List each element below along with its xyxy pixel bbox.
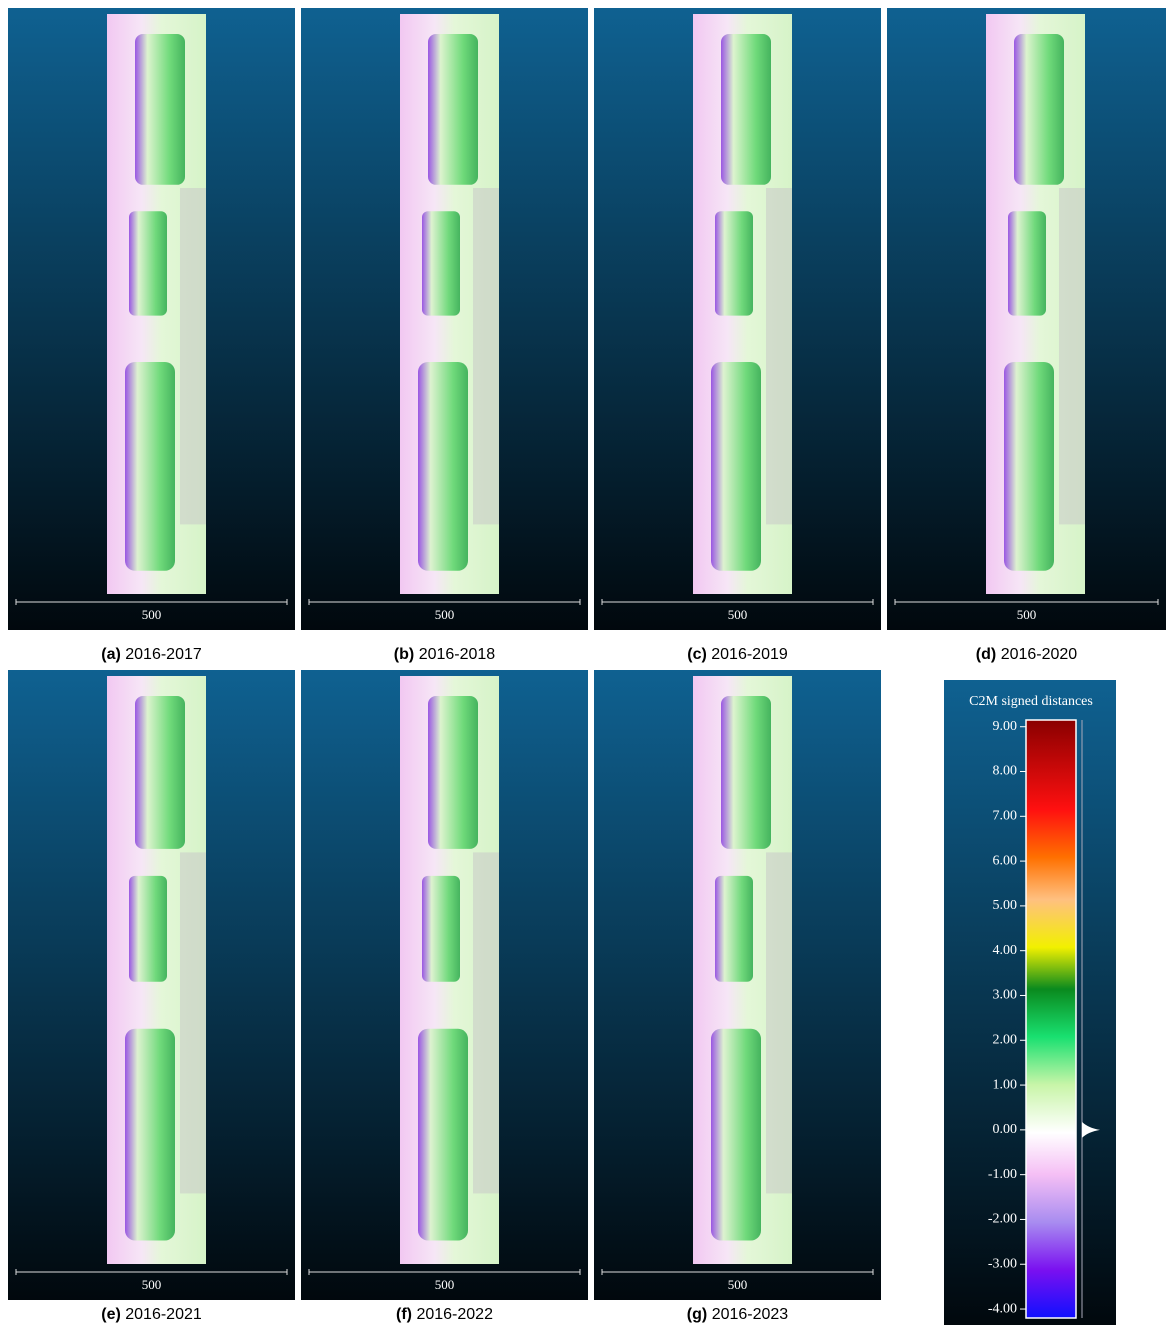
panel-date: 2016-2022 — [416, 1306, 493, 1323]
scale-label: 500 — [728, 1277, 748, 1292]
scale-label: 500 — [435, 1277, 455, 1292]
field — [418, 362, 468, 571]
field — [129, 876, 167, 982]
panel: 500 — [594, 8, 881, 630]
field — [721, 696, 771, 849]
colorbar-tick-label: -2.00 — [988, 1212, 1017, 1227]
scale-label: 500 — [728, 607, 748, 622]
panel-caption: (c) 2016-2019 — [687, 646, 788, 663]
page: { "panels": [ {"label": "(a)", "caption"… — [0, 0, 1166, 1327]
colorbar-tick-label: 7.00 — [993, 809, 1018, 824]
beach-gap — [473, 188, 499, 524]
panel-date: 2016-2023 — [712, 1306, 789, 1323]
panel-label: (f) — [396, 1306, 412, 1323]
scale-label: 500 — [142, 607, 162, 622]
panel-date: 2016-2019 — [711, 646, 788, 663]
figure: 500 (a) 2016-2017 500 (b) 2016-2018 500 (c) 2… — [0, 0, 1166, 1327]
field — [1014, 34, 1064, 185]
panel: 500 — [887, 8, 1166, 630]
field — [125, 1029, 175, 1241]
panel-date: 2016-2020 — [1001, 646, 1078, 663]
panel-caption: (e) 2016-2021 — [101, 1306, 202, 1323]
panel-caption: (d) 2016-2020 — [976, 646, 1078, 663]
panel-label: (e) — [101, 1306, 121, 1323]
field — [428, 696, 478, 849]
panel-label: (b) — [394, 646, 414, 663]
field — [125, 362, 175, 571]
colorbar — [1026, 720, 1076, 1318]
beach-gap — [1059, 188, 1085, 524]
field — [135, 696, 185, 849]
panel-caption: (g) 2016-2023 — [687, 1306, 789, 1323]
field — [715, 211, 753, 315]
field — [711, 1029, 761, 1241]
scale-label: 500 — [435, 607, 455, 622]
field — [715, 876, 753, 982]
field — [135, 34, 185, 185]
beach-gap — [766, 852, 792, 1193]
colorbar-tick-label: -4.00 — [988, 1301, 1017, 1316]
panel-label: (a) — [101, 646, 121, 663]
field — [422, 211, 460, 315]
colorbar-title: C2M signed distances — [969, 694, 1093, 709]
panel-caption: (b) 2016-2018 — [394, 646, 496, 663]
colorbar-tick-label: 9.00 — [993, 719, 1018, 734]
colorbar-tick-label: 0.00 — [993, 1122, 1018, 1137]
colorbar-tick-label: 2.00 — [993, 1032, 1018, 1047]
field — [418, 1029, 468, 1241]
panel-date: 2016-2017 — [125, 646, 202, 663]
field — [711, 362, 761, 571]
colorbar-tick-label: -3.00 — [988, 1256, 1017, 1271]
colorbar-tick-label: 1.00 — [993, 1077, 1018, 1092]
beach-gap — [473, 852, 499, 1193]
colorbar-tick-label: 8.00 — [993, 764, 1018, 779]
beach-gap — [180, 852, 206, 1193]
panel-caption: (a) 2016-2017 — [101, 646, 202, 663]
panel: 500 — [8, 8, 295, 630]
scale-label: 500 — [1017, 607, 1037, 622]
colorbar-tick-label: -1.00 — [988, 1167, 1017, 1182]
field — [428, 34, 478, 185]
panel-label: (d) — [976, 646, 996, 663]
field — [129, 211, 167, 315]
panel: 500 — [594, 670, 881, 1300]
panel: 500 — [8, 670, 295, 1300]
panel: 500 — [301, 670, 588, 1300]
colorbar-tick-label: 3.00 — [993, 988, 1018, 1003]
panel-label: (g) — [687, 1306, 707, 1323]
panel-date: 2016-2021 — [125, 1306, 202, 1323]
field — [1004, 362, 1054, 571]
field — [721, 34, 771, 185]
scale-label: 500 — [142, 1277, 162, 1292]
colorbar-tick-label: 4.00 — [993, 943, 1018, 958]
panel: 500 — [301, 8, 588, 630]
beach-gap — [180, 188, 206, 524]
field — [422, 876, 460, 982]
colorbar-tick-label: 6.00 — [993, 853, 1018, 868]
field — [1008, 211, 1046, 315]
panel-caption: (f) 2016-2022 — [396, 1306, 493, 1323]
colorbar-tick-label: 5.00 — [993, 898, 1018, 913]
panel-label: (c) — [687, 646, 707, 663]
panel-date: 2016-2018 — [419, 646, 496, 663]
beach-gap — [766, 188, 792, 524]
